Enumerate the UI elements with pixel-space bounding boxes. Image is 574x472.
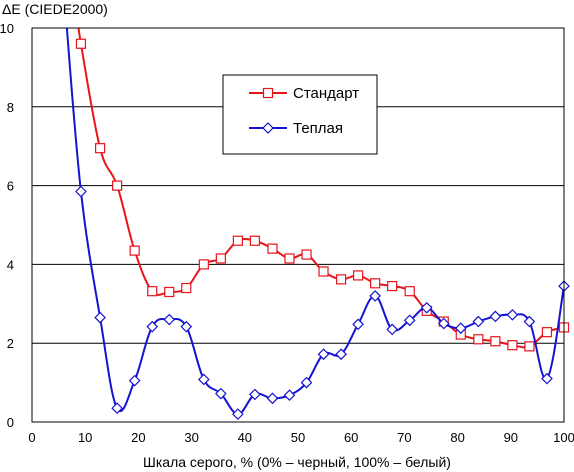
data-point	[215, 387, 227, 400]
data-point	[335, 348, 347, 361]
data-point	[180, 320, 193, 333]
data-point	[300, 376, 313, 389]
data-point	[94, 311, 106, 324]
data-point	[164, 286, 175, 298]
data-point	[472, 315, 485, 328]
data-point	[112, 180, 123, 191]
data-point	[232, 408, 244, 420]
data-point	[420, 301, 433, 314]
data-point	[283, 389, 296, 402]
data-point	[386, 323, 399, 336]
data-point	[163, 313, 176, 326]
data-point	[335, 274, 347, 285]
data-point	[317, 348, 330, 361]
series-layer	[65, 28, 570, 420]
x-tick-label: 10	[78, 430, 92, 445]
data-point	[318, 266, 329, 277]
data-point	[437, 317, 450, 330]
legend-item: Теплая	[249, 120, 343, 137]
data-point	[111, 402, 123, 415]
data-point	[215, 253, 226, 264]
data-point	[75, 185, 87, 198]
data-point	[198, 259, 209, 270]
series-1	[75, 28, 570, 352]
data-point	[75, 38, 87, 49]
data-point	[523, 315, 536, 328]
data-point	[94, 143, 106, 154]
legend-item: Стандарт	[249, 85, 359, 102]
data-point	[369, 290, 381, 302]
data-point	[489, 310, 502, 323]
legend-marker	[262, 87, 274, 99]
data-point	[541, 372, 553, 385]
x-axis-title: Шкала серого, % (0% – черный, 100% – бел…	[143, 454, 451, 470]
x-tick-label: 40	[238, 430, 252, 445]
data-point	[370, 278, 381, 289]
x-tick-label: 0	[28, 430, 35, 445]
data-point	[267, 243, 278, 254]
series-2	[65, 28, 570, 420]
data-point	[490, 336, 501, 347]
data-point	[284, 253, 295, 264]
y-tick-label: 2	[7, 336, 14, 351]
series-line	[65, 28, 564, 416]
data-point	[232, 235, 243, 246]
data-point	[524, 341, 535, 352]
legend-label: Теплая	[293, 120, 343, 137]
data-point	[146, 320, 159, 333]
data-point	[266, 392, 279, 405]
x-tick-label: 60	[344, 430, 358, 445]
data-point	[249, 388, 261, 401]
data-point	[147, 286, 158, 297]
data-point	[506, 308, 519, 321]
y-tick-label: 6	[7, 179, 14, 194]
x-tick-labels: 0 10 20 30 40 50 60 70 80 90 100	[28, 430, 574, 445]
data-point	[507, 340, 518, 351]
legend: Стандарт Теплая	[222, 74, 378, 155]
data-point	[129, 245, 140, 256]
x-tick-label: 50	[291, 430, 305, 445]
data-point	[404, 286, 415, 297]
legend-marker	[262, 122, 274, 134]
data-point	[301, 249, 312, 260]
data-point	[387, 280, 398, 292]
y-tick-labels: 0 2 4 6 8 10	[0, 21, 14, 430]
x-tick-label: 90	[504, 430, 518, 445]
y-tick-label: 8	[7, 100, 14, 115]
legend-box	[222, 74, 378, 155]
x-tick-label: 100	[553, 430, 574, 445]
y-tick-label: 10	[0, 21, 14, 36]
y-tick-label: 4	[7, 257, 14, 272]
x-tick-label: 70	[397, 430, 411, 445]
data-point	[128, 374, 141, 387]
x-tick-label: 30	[184, 430, 198, 445]
x-tick-label: 80	[450, 430, 464, 445]
plot-frame	[31, 27, 565, 423]
data-point	[353, 270, 364, 281]
data-point	[197, 373, 210, 386]
data-point	[454, 322, 467, 335]
legend-label: Стандарт	[293, 85, 359, 102]
y-tick-label: 0	[7, 415, 14, 430]
data-point	[249, 235, 261, 246]
x-tick-label: 20	[131, 430, 145, 445]
data-point	[181, 282, 192, 294]
data-point	[473, 334, 484, 345]
data-point	[541, 327, 553, 338]
data-point	[403, 314, 416, 327]
y-axis-title: ΔE (CIEDE2000)	[2, 1, 108, 17]
data-point	[352, 318, 364, 331]
